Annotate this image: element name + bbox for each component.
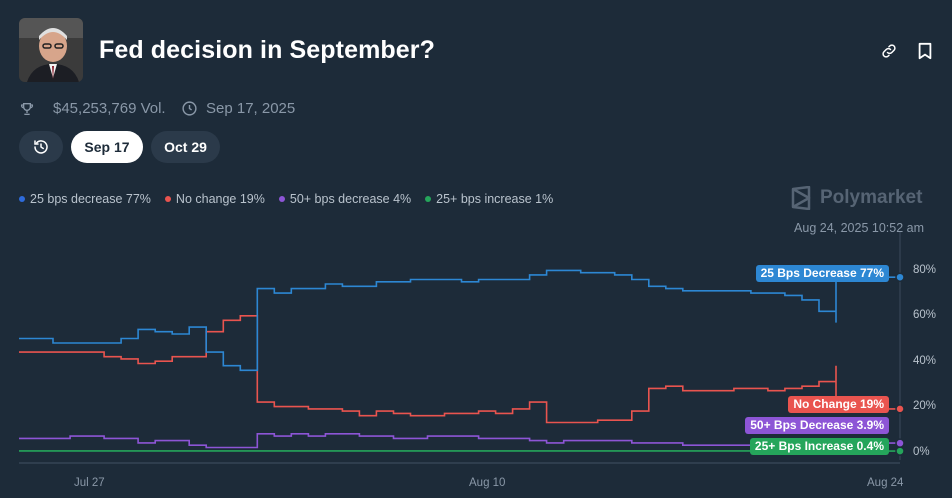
date-text: Sep 17, 2025 [206,100,296,117]
y-tick-label: 60% [913,309,937,321]
legend-item: 25 bps decrease 77% [19,192,151,206]
y-tick-label: 80% [913,264,937,276]
hover-timestamp: Aug 24, 2025 10:52 am [794,221,924,235]
legend-label: 25 bps decrease 77% [30,192,151,206]
volume-text: $45,253,769 Vol. [53,100,166,117]
series-end-dot [895,438,905,448]
tab-oct-29[interactable]: Oct 29 [151,131,220,163]
clock-icon [182,101,197,116]
legend-label: 25+ bps increase 1% [436,192,554,206]
legend-label: 50+ bps decrease 4% [289,192,412,206]
end-label-25bps-increase: 25+ Bps Increase 0.4% [749,438,889,455]
legend-dot [278,196,285,202]
chart-legend: 25 bps decrease 77% No change 19% 50+ bp… [19,192,553,206]
volume-meta: $45,253,769 Vol. [19,100,166,117]
x-tick-label: Jul 27 [74,477,105,489]
page-title: Fed decision in September? [99,36,435,64]
legend-item: No change 19% [164,192,265,206]
series-line-25bps-decrease [19,269,900,372]
polymarket-logo: Polymarket [790,186,922,210]
series-line-50bps-decrease [19,433,900,449]
bookmark-icon [918,42,932,60]
x-tick-label: Aug 10 [469,477,506,489]
tab-sep-17[interactable]: Sep 17 [71,131,143,163]
market-avatar [19,18,83,82]
legend-dot [164,196,171,202]
trophy-icon [20,102,34,115]
legend-dot [425,196,432,202]
end-label-no-change: No Change 19% [788,396,889,413]
date-meta: Sep 17, 2025 [181,100,295,117]
series-line-no-change [19,315,900,424]
end-label-25bps-decrease: 25 Bps Decrease 77% [755,265,889,282]
series-end-dot [895,272,905,282]
polymarket-icon [791,186,811,210]
series-end-dot [895,404,905,414]
legend-label: No change 19% [175,192,265,206]
x-tick-label: Aug 24 [867,477,904,489]
y-tick-label: 40% [913,355,937,367]
y-tick-label: 0% [913,446,930,458]
legend-item: 25+ bps increase 1% [425,192,553,206]
series-end-dot [895,446,905,456]
bookmark-button[interactable] [912,38,938,64]
legend-dot [19,196,25,202]
y-tick-label: 20% [913,400,937,412]
link-icon [882,44,896,58]
history-button[interactable] [19,131,63,163]
brand-name: Polymarket [820,187,923,208]
history-icon [34,140,48,154]
legend-item: 50+ bps decrease 4% [278,192,412,206]
end-label-50bps-decrease: 50+ Bps Decrease 3.9% [745,417,889,434]
link-button[interactable] [876,38,902,64]
